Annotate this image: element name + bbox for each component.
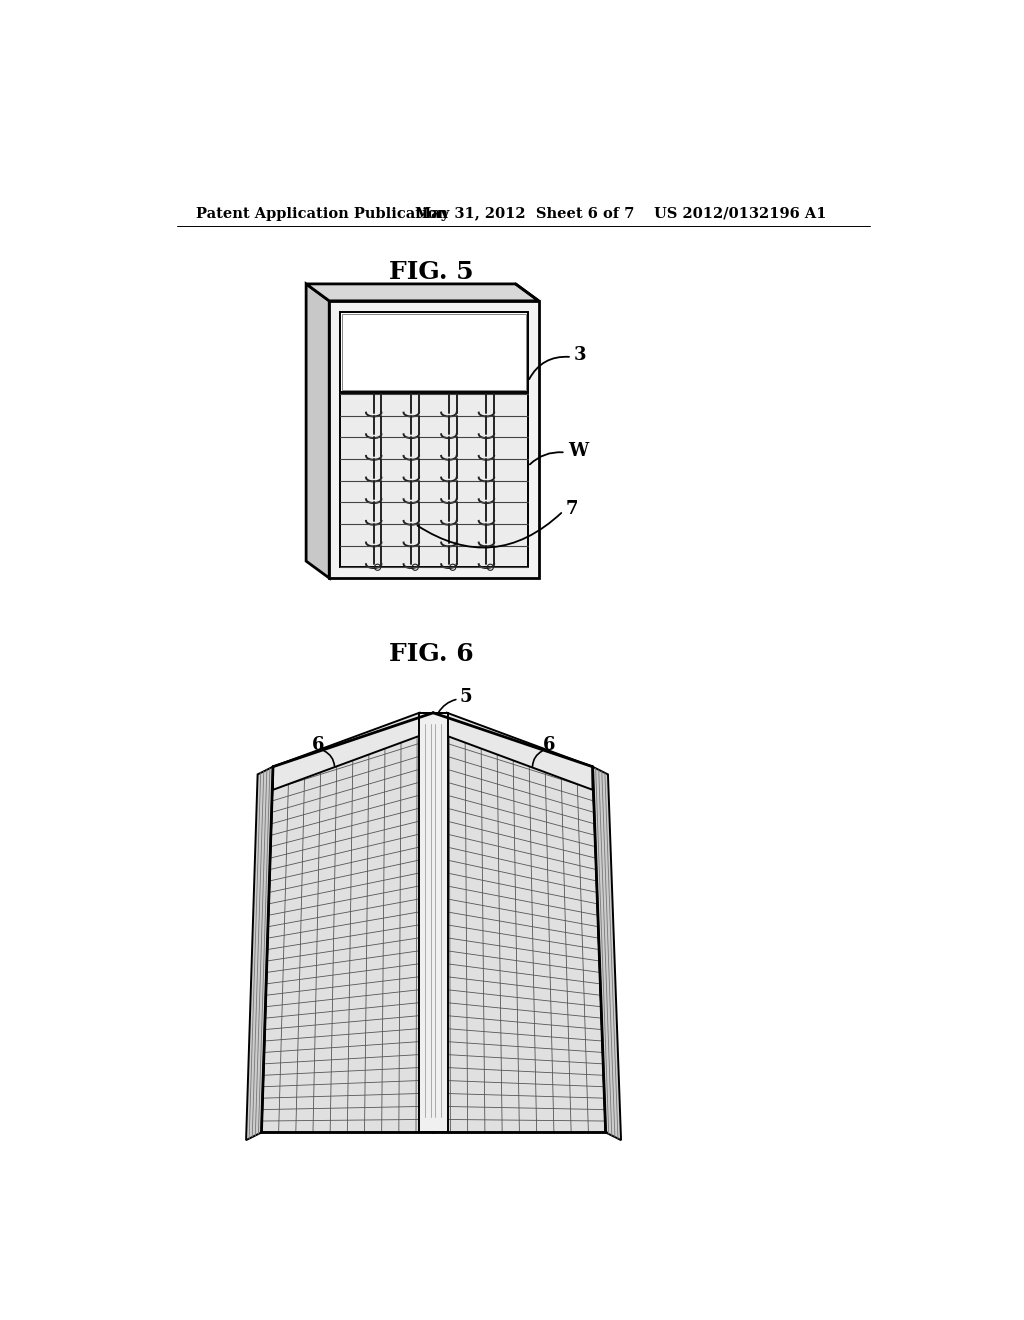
- Polygon shape: [593, 767, 621, 1140]
- Text: FIG. 6: FIG. 6: [388, 642, 473, 665]
- Text: 7: 7: [565, 500, 579, 517]
- Polygon shape: [330, 301, 539, 578]
- Text: W: W: [568, 442, 588, 459]
- Text: Patent Application Publication: Patent Application Publication: [196, 207, 449, 220]
- Polygon shape: [342, 314, 525, 391]
- Text: 6: 6: [311, 737, 324, 754]
- Text: FIG. 5: FIG. 5: [388, 260, 473, 284]
- Polygon shape: [273, 713, 419, 789]
- Polygon shape: [447, 713, 593, 789]
- Polygon shape: [261, 713, 433, 1133]
- Polygon shape: [246, 767, 273, 1140]
- Text: 3: 3: [573, 346, 586, 364]
- Text: 5: 5: [460, 689, 472, 706]
- Polygon shape: [261, 1117, 605, 1133]
- Text: 6: 6: [543, 737, 555, 754]
- Polygon shape: [340, 395, 528, 568]
- Polygon shape: [306, 284, 330, 578]
- Polygon shape: [433, 713, 605, 1133]
- Polygon shape: [419, 713, 447, 1133]
- Polygon shape: [306, 284, 539, 301]
- Text: US 2012/0132196 A1: US 2012/0132196 A1: [654, 207, 826, 220]
- Polygon shape: [340, 312, 528, 392]
- Text: May 31, 2012  Sheet 6 of 7: May 31, 2012 Sheet 6 of 7: [416, 207, 635, 220]
